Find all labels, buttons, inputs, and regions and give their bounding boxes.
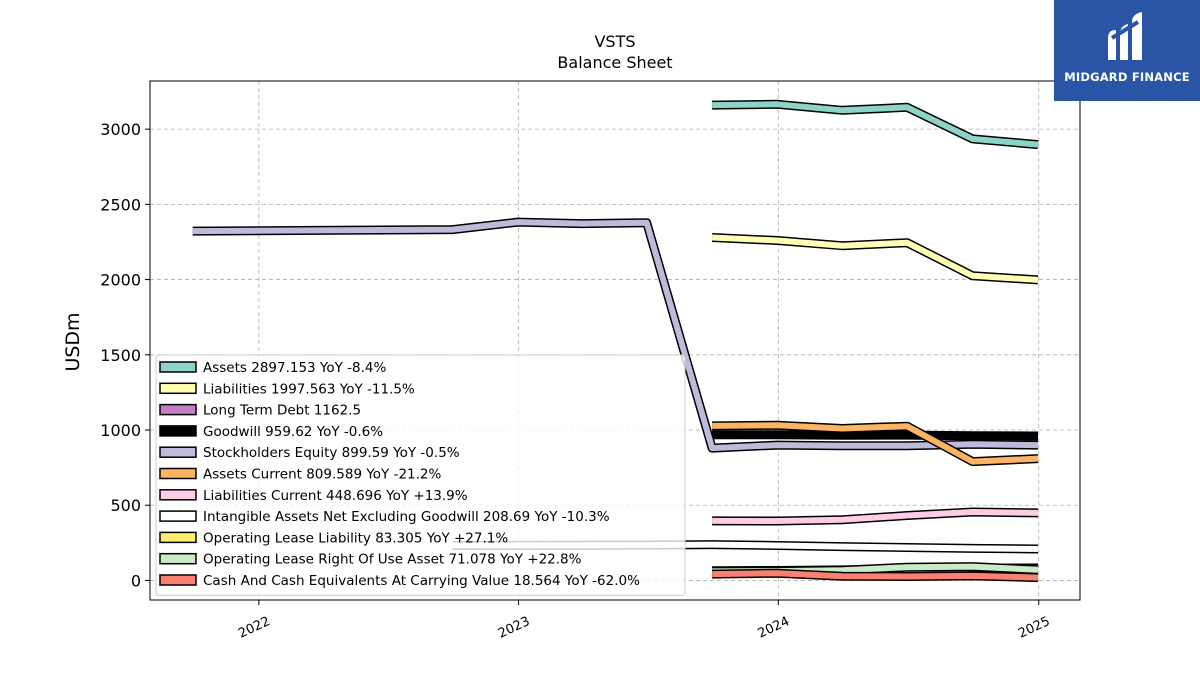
legend-swatch (159, 531, 197, 544)
y-tick-label: 500 (110, 496, 141, 515)
y-tick-label: 1000 (100, 421, 141, 440)
series-line (192, 217, 1039, 453)
legend-swatch (159, 425, 197, 437)
series-line-fill (711, 234, 1039, 283)
series-line (712, 99, 1039, 150)
x-tick-label: 2024 (756, 614, 792, 642)
series-line-fill (712, 431, 1039, 439)
legend-box (155, 354, 686, 596)
legend-swatch (159, 403, 197, 416)
legend-swatch (159, 467, 197, 480)
x-tick-label: 2023 (496, 614, 532, 642)
legend-label: Assets 2897.153 YoY -8.4% (203, 360, 387, 376)
series-line (711, 233, 1039, 285)
x-tick-label: 2022 (236, 614, 272, 642)
legend-swatch (159, 361, 197, 373)
y-tick-label: 0 (131, 571, 141, 590)
legend-label: Long Term Debt 1162.5 (203, 403, 361, 419)
legend-label: Cash And Cash Equivalents At Carrying Va… (203, 573, 640, 589)
legend-label: Goodwill 959.62 YoY -0.6% (203, 424, 383, 440)
legend-swatch (159, 510, 197, 522)
legend: Assets 2897.153 YoY -8.4% Liabilities 199… (155, 354, 686, 596)
plot-frame (149, 80, 1081, 601)
brand-mark-icon (1108, 12, 1142, 60)
legend-label: Operating Lease Right Of Use Asset 71.07… (203, 552, 582, 568)
legend-label: Intangible Assets Net Excluding Goodwill… (203, 509, 610, 525)
series-line (712, 507, 1039, 526)
brand-logo: MIDGARD FINANCE (1054, 0, 1200, 101)
legend-swatch (159, 382, 197, 395)
chart-subtitle: Balance Sheet (557, 53, 672, 72)
y-tick-label: 1500 (100, 346, 141, 365)
series-line (712, 430, 1039, 441)
legend-swatch (159, 552, 197, 565)
y-axis-label: USDm (62, 312, 84, 371)
series-line-fill (712, 570, 1039, 581)
y-tick-label: 2000 (100, 271, 141, 290)
brand-name: MIDGARD FINANCE (1064, 70, 1190, 84)
legend-label: Liabilities Current 448.696 YoY +13.9% (203, 488, 468, 504)
legend-label: Stockholders Equity 899.59 YoY -0.5% (203, 445, 460, 461)
series-line-fill (712, 101, 1039, 148)
y-tick-label: 2500 (100, 195, 141, 214)
axes: 0 500 1000 1500 2000 2500 3000 2022 2023 2024 2025 (100, 120, 1052, 641)
series-line-fill (712, 509, 1039, 524)
legend-label: Operating Lease Liability 83.305 YoY +27… (203, 530, 508, 546)
legend-swatch (159, 574, 197, 586)
x-tick-label: 2025 (1016, 614, 1052, 642)
series-lines (192, 99, 1039, 583)
chart-title: VSTS (594, 32, 635, 51)
series-line-fill (192, 219, 1039, 452)
series-line (712, 568, 1039, 583)
series-line-fill (712, 422, 1039, 465)
y-tick-label: 3000 (100, 120, 141, 139)
legend-swatch (159, 446, 197, 458)
legend-label: Liabilities 1997.563 YoY -11.5% (203, 381, 415, 397)
legend-label: Assets Current 809.589 YoY -21.2% (203, 467, 442, 483)
series-line (712, 420, 1039, 467)
legend-swatch (159, 489, 197, 501)
